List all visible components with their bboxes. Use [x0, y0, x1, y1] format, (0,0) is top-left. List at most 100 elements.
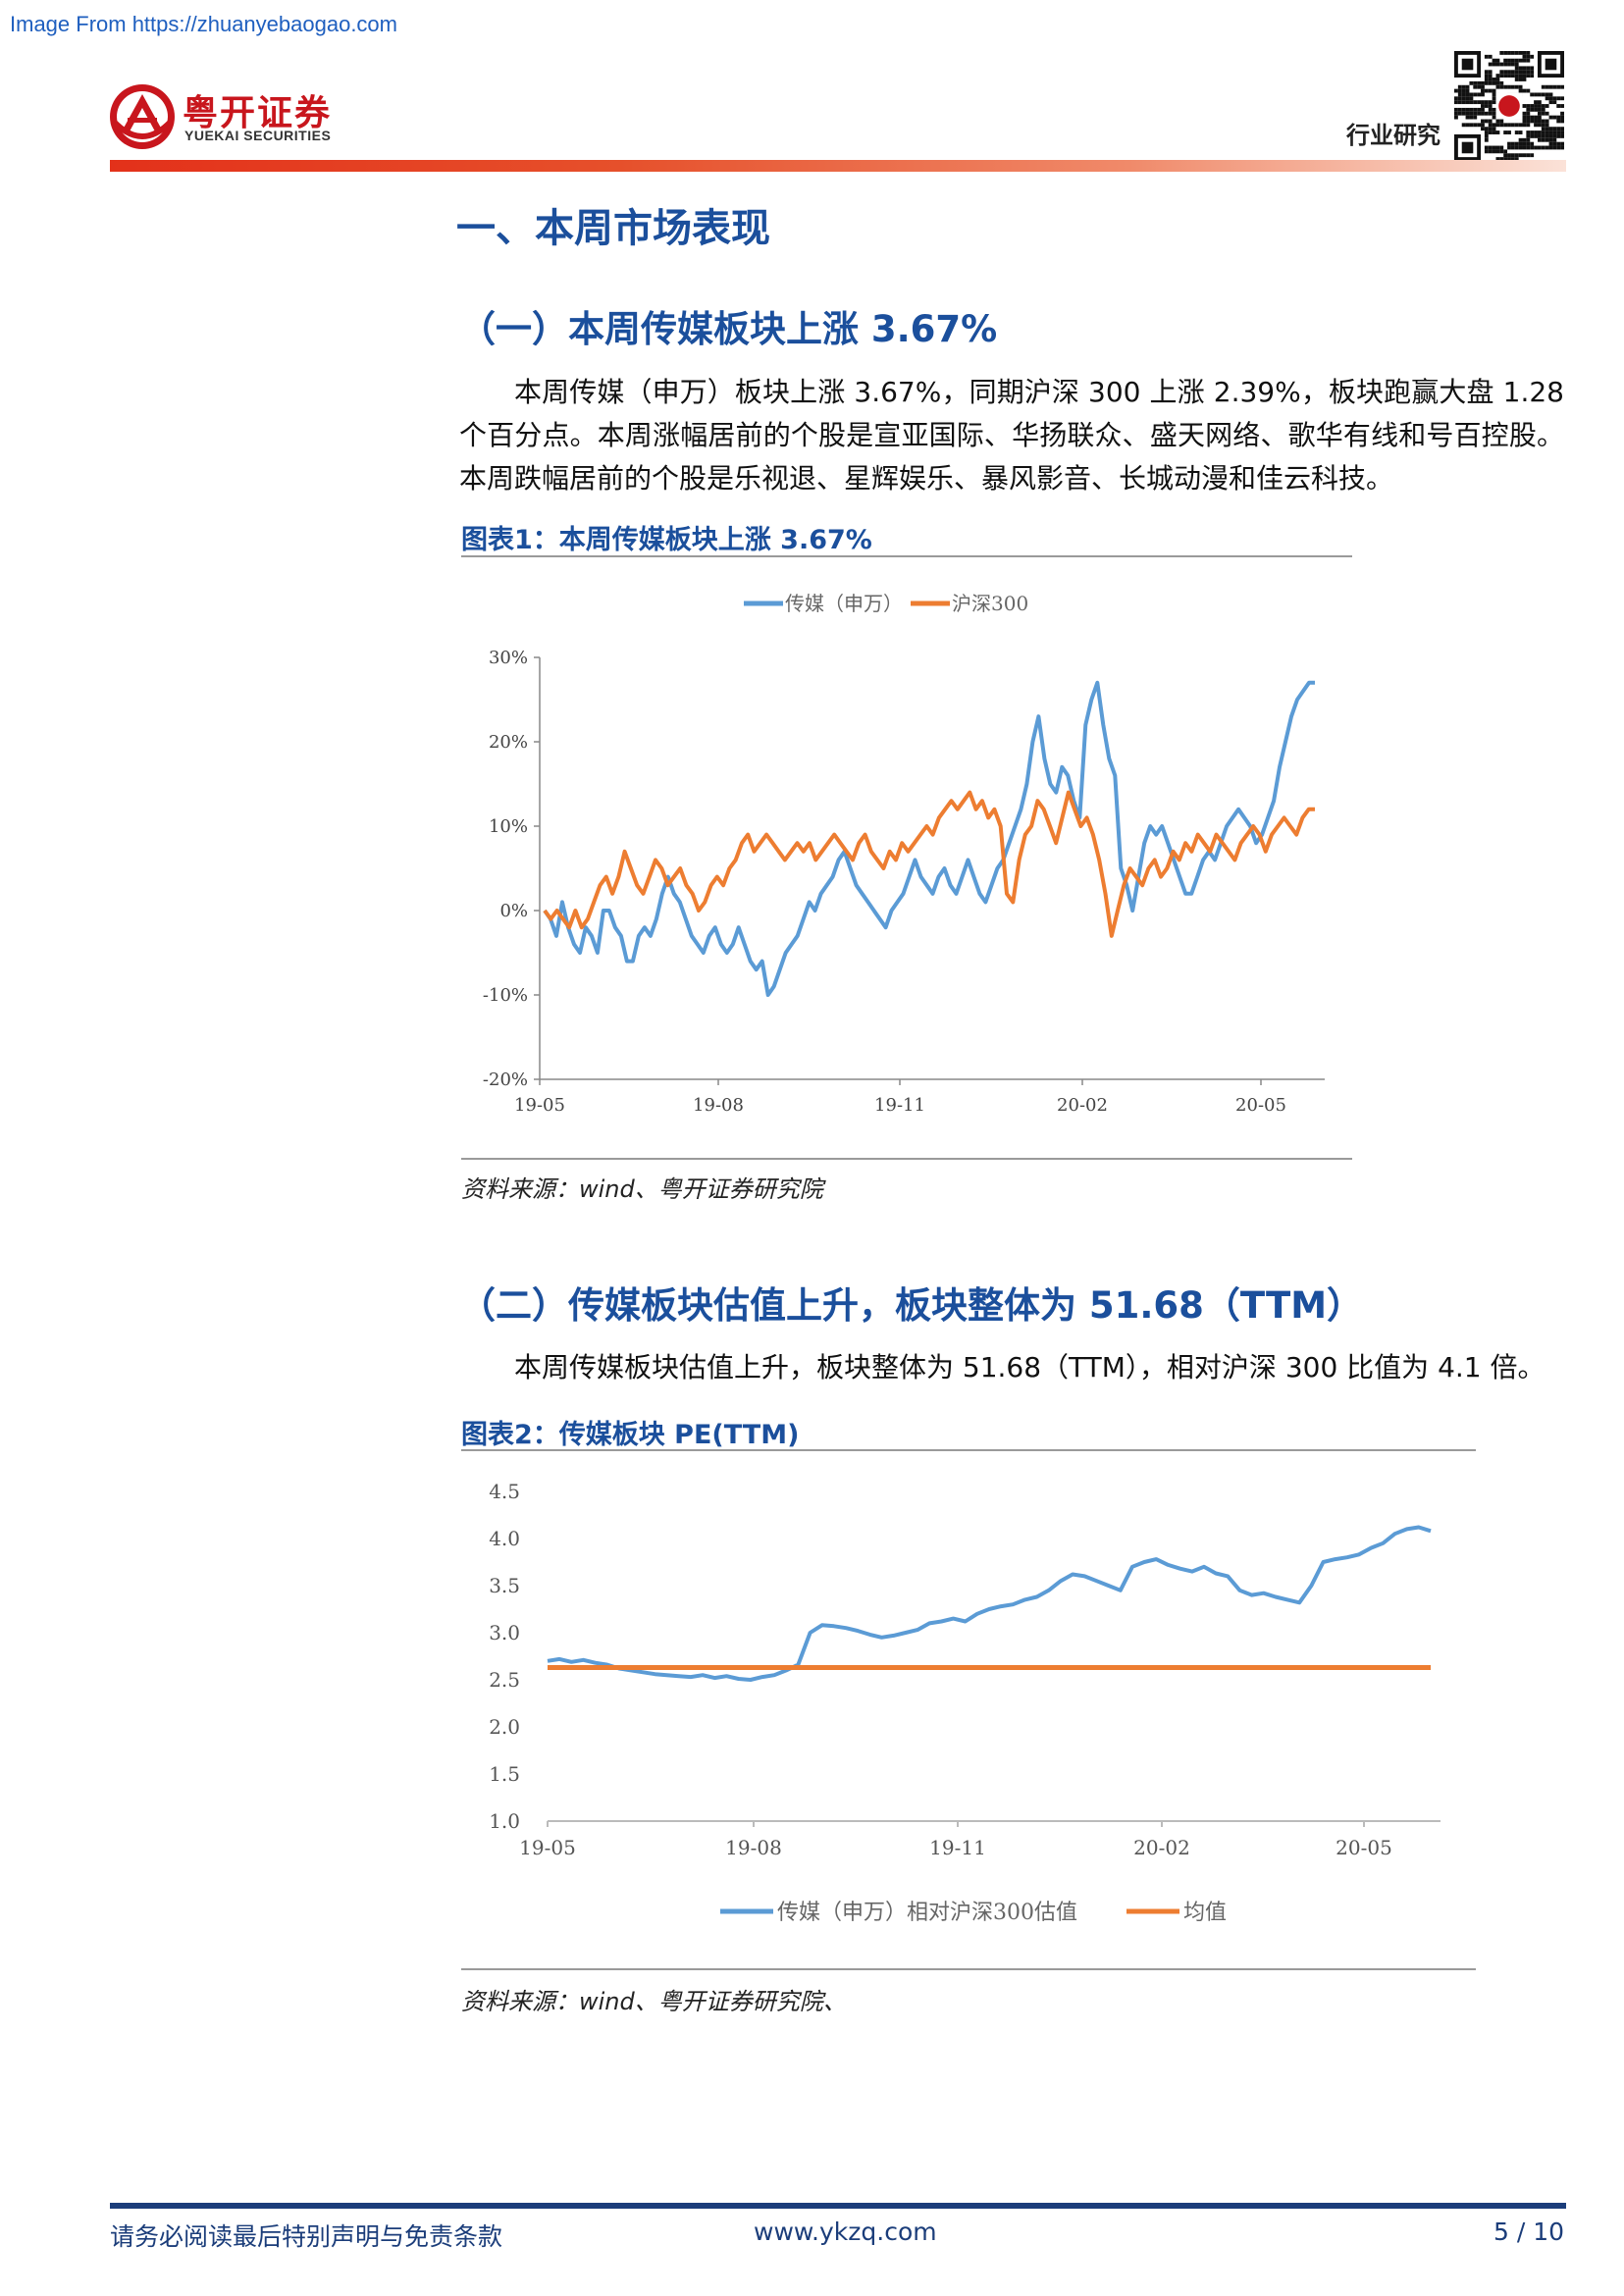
qr-module [1548, 130, 1553, 134]
qr-module [1541, 130, 1545, 134]
qr-module [1548, 141, 1553, 146]
qr-module [1495, 84, 1500, 89]
qr-module [1473, 123, 1478, 128]
qr-module [1481, 80, 1485, 85]
qr-module [1560, 141, 1564, 146]
legend-label-1: 传媒（申万） [785, 592, 903, 615]
qr-module [1534, 115, 1538, 120]
qr-module [1495, 58, 1500, 63]
x-tick-label: 19-05 [514, 1095, 565, 1116]
qr-module [1526, 137, 1531, 142]
qr-module [1514, 51, 1519, 55]
qr-module [1492, 123, 1496, 128]
qr-module [1507, 74, 1511, 78]
qr-module [1454, 100, 1458, 105]
qr-module [1510, 74, 1515, 78]
qr-module [1522, 153, 1527, 158]
qr-module [1534, 107, 1538, 112]
y-tick-label: -20% [483, 1070, 528, 1090]
qr-module [1488, 145, 1493, 150]
qr-module [1556, 145, 1561, 150]
qr-module [1537, 133, 1542, 138]
qr-module [1492, 88, 1496, 93]
qr-module [1541, 84, 1545, 89]
qr-module [1488, 149, 1493, 154]
qr-module [1534, 104, 1538, 108]
qr-module [1499, 80, 1504, 85]
qr-module [1488, 88, 1493, 93]
qr-module [1545, 133, 1549, 138]
qr-module [1495, 130, 1500, 134]
x-tick-label: 20-02 [1057, 1095, 1108, 1116]
qr-module [1503, 62, 1508, 67]
qr-module [1488, 62, 1493, 67]
qr-module [1469, 123, 1474, 128]
qr-module [1552, 127, 1557, 131]
x-tick-label: 19-05 [519, 1836, 576, 1859]
qr-module [1526, 111, 1531, 116]
qr-module [1541, 127, 1545, 131]
qr-module [1507, 70, 1511, 75]
qr-module [1481, 127, 1485, 131]
qr-module [1541, 145, 1545, 150]
qr-module [1534, 100, 1538, 105]
report-category: 行业研究 [1346, 122, 1441, 149]
qr-module [1477, 111, 1482, 116]
qr-module [1534, 123, 1538, 128]
qr-module [1556, 133, 1561, 138]
qr-module [1548, 115, 1553, 120]
qr-module [1465, 96, 1470, 101]
figure-1-chart: 30% 20% 10% 0% -10% -20% 19-05 19-08 19-11 20-02 2… [483, 592, 1325, 1116]
qr-module [1473, 84, 1478, 89]
qr-module [1526, 104, 1531, 108]
qr-module [1518, 78, 1523, 81]
qr-module [1469, 115, 1474, 120]
qr-module [1507, 51, 1511, 55]
qr-module [1457, 84, 1462, 89]
qr-module [1548, 145, 1553, 150]
qr-module [1499, 149, 1504, 154]
qr-module [1492, 107, 1496, 112]
qr-module [1541, 119, 1545, 124]
footer-divider [110, 2203, 1566, 2209]
qr-module [1461, 111, 1466, 116]
figure-1-bottom-rule [461, 1158, 1352, 1160]
qr-module [1556, 127, 1561, 131]
qr-module [1545, 111, 1549, 116]
figure-1-title: 图表1：本周传媒板块上涨 3.67% [461, 525, 872, 555]
qr-module [1454, 107, 1458, 112]
qr-module [1484, 137, 1489, 142]
qr-module [1503, 74, 1508, 78]
qr-module [1495, 80, 1500, 85]
x-tick-label: 19-08 [725, 1836, 782, 1859]
qr-module [1488, 78, 1493, 81]
qr-module [1537, 115, 1542, 120]
x-tick-label: 20-02 [1133, 1836, 1190, 1859]
y-tick-label: 30% [489, 648, 528, 668]
qr-module [1560, 133, 1564, 138]
qr-module [1503, 153, 1508, 158]
qr-module [1548, 100, 1553, 105]
qr-module [1560, 96, 1564, 101]
qr-module [1510, 157, 1515, 161]
qr-module [1552, 100, 1557, 105]
qr-module [1488, 111, 1493, 116]
qr-module [1548, 127, 1553, 131]
qr-module [1473, 80, 1478, 85]
qr-module [1560, 84, 1564, 89]
qr-module [1484, 80, 1489, 85]
qr-module [1492, 92, 1496, 97]
figure-2-title: 图表2：传媒板块 PE(TTM) [461, 1420, 800, 1450]
qr-module [1514, 66, 1519, 71]
qr-module [1499, 157, 1504, 161]
qr-module [1522, 54, 1527, 59]
y-tick-label: 10% [489, 816, 528, 837]
qr-module [1534, 145, 1538, 150]
qr-module [1526, 51, 1531, 55]
qr-finder-core [1545, 58, 1557, 71]
qr-module [1530, 153, 1535, 158]
qr-module [1484, 145, 1489, 150]
qr-module [1537, 92, 1542, 97]
qr-module [1484, 100, 1489, 105]
qr-module [1530, 119, 1535, 124]
